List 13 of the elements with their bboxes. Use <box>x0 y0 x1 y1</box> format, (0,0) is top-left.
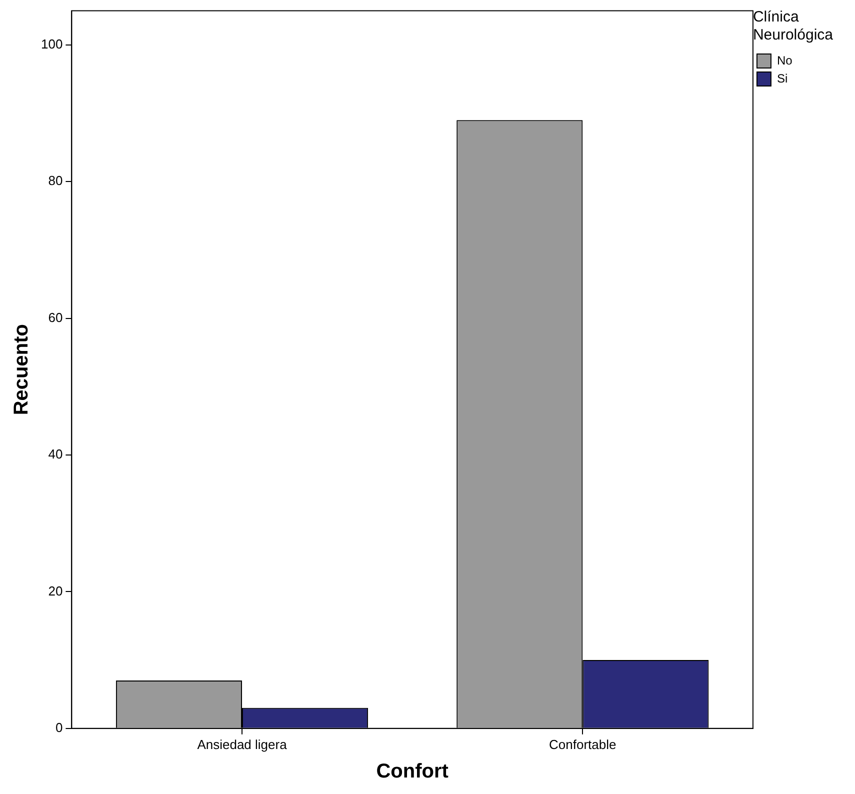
y-tick-label: 100 <box>40 36 63 52</box>
y-tick-label: 80 <box>48 173 63 188</box>
y-tick-label: 40 <box>48 446 63 462</box>
legend-title: Clínica Neurológica <box>752 8 834 44</box>
x-tick-label: Ansiedad ligera <box>197 736 288 752</box>
y-tick-label: 20 <box>48 583 63 598</box>
legend-label: No <box>776 53 793 68</box>
x-axis-title: Confort <box>376 760 449 783</box>
legend-label: Si <box>776 71 788 86</box>
y-axis-title: Recuento <box>10 324 33 416</box>
y-tick-label: 0 <box>55 720 63 735</box>
x-tick-label: Confortable <box>549 736 616 752</box>
y-tick-label: 60 <box>48 310 63 325</box>
